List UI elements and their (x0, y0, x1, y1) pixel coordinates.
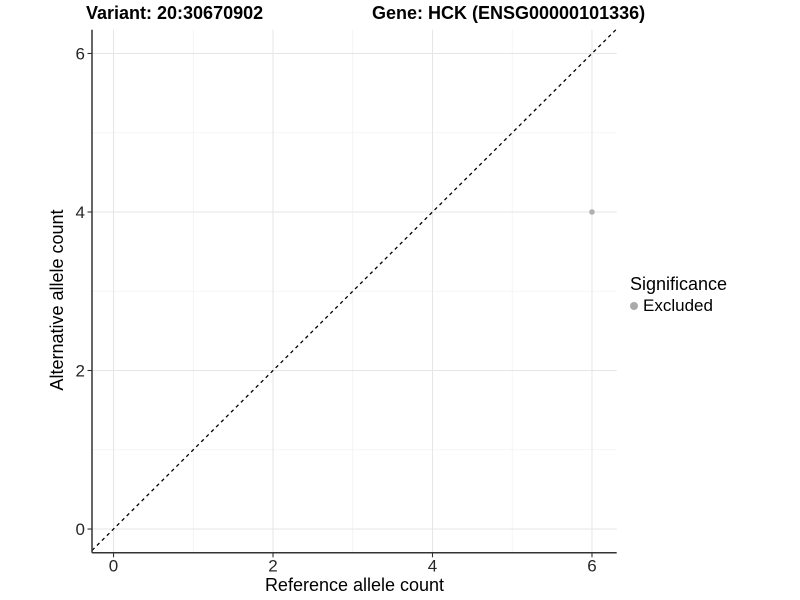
plot-title-gene: Gene: HCK (ENSG00000101336) (372, 3, 646, 23)
reference-line (91, 29, 617, 551)
y-tick-label: 4 (76, 203, 85, 222)
x-tick-label: 2 (268, 557, 277, 576)
x-tick-label: 0 (109, 557, 118, 576)
y-tick-label: 0 (76, 520, 85, 539)
legend: Significance Excluded (630, 273, 727, 316)
y-axis-title: Alternative allele count (47, 209, 67, 391)
x-tick-label: 6 (587, 557, 596, 576)
legend-marker-circle-icon (630, 302, 638, 310)
x-tick-label: 4 (428, 557, 437, 576)
plot-title-variant: Variant: 20:30670902 (86, 3, 264, 23)
legend-item-label: Excluded (643, 296, 713, 315)
y-tick-label: 6 (76, 44, 85, 63)
x-axis-title: Reference allele count (264, 575, 445, 595)
legend-title: Significance (630, 274, 728, 294)
data-point (589, 209, 595, 215)
legend-item-excluded: Excluded (630, 296, 727, 316)
y-tick-label: 2 (76, 362, 85, 381)
